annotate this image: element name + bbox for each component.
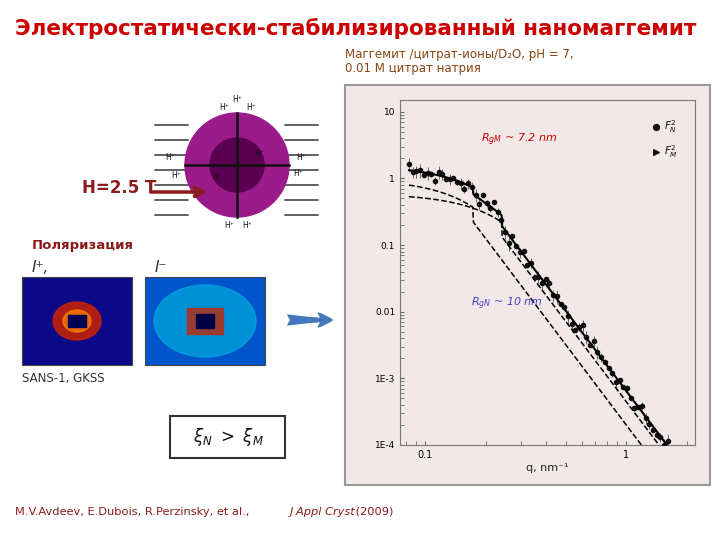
- Text: H=2.5 T: H=2.5 T: [82, 179, 156, 197]
- Bar: [187, 308, 223, 334]
- Text: $R_{gN}$ ~ 10 nm: $R_{gN}$ ~ 10 nm: [472, 296, 544, 312]
- Bar: [196, 314, 214, 328]
- Bar: [345, 85, 710, 485]
- X-axis label: q, nm⁻¹: q, nm⁻¹: [526, 463, 569, 472]
- Text: H⁺: H⁺: [232, 96, 242, 105]
- Text: H⁺: H⁺: [296, 152, 306, 161]
- Text: Электростатически-стабилизированный наномаггемит: Электростатически-стабилизированный нано…: [15, 18, 696, 39]
- Bar: [170, 416, 285, 458]
- Text: Поляризация: Поляризация: [32, 239, 134, 252]
- Text: $R_{gM}$ ~ 7.2 nm: $R_{gM}$ ~ 7.2 nm: [481, 132, 557, 148]
- Text: H⁺: H⁺: [224, 220, 234, 230]
- Text: H⁺: H⁺: [219, 104, 229, 112]
- Text: H⁺: H⁺: [165, 152, 175, 161]
- Bar: [22, 277, 132, 365]
- FancyArrowPatch shape: [150, 187, 203, 197]
- Bar: [68, 315, 86, 327]
- Bar: [145, 277, 265, 365]
- Text: I⁺,: I⁺,: [32, 260, 50, 275]
- Text: $F^2_M$: $F^2_M$: [665, 144, 678, 160]
- Text: 0.01 М цитрат натрия: 0.01 М цитрат натрия: [345, 62, 481, 75]
- Text: H⁺: H⁺: [254, 148, 264, 158]
- Text: H⁺: H⁺: [242, 220, 252, 230]
- Circle shape: [185, 113, 289, 217]
- Circle shape: [210, 138, 264, 192]
- Text: H⁺: H⁺: [171, 171, 181, 179]
- Text: SANS-1, GKSS: SANS-1, GKSS: [22, 372, 104, 385]
- Ellipse shape: [53, 302, 101, 340]
- Ellipse shape: [63, 310, 91, 332]
- Text: H⁺: H⁺: [293, 168, 303, 178]
- Text: H⁺: H⁺: [246, 104, 256, 112]
- Text: J Appl Cryst: J Appl Cryst: [290, 507, 356, 517]
- Text: $F^2_N$: $F^2_N$: [665, 118, 678, 135]
- Point: [649, 147, 661, 156]
- Text: M.V.Avdeev, E.Dubois, R.Perzinsky, et al.,: M.V.Avdeev, E.Dubois, R.Perzinsky, et al…: [15, 507, 253, 517]
- FancyArrowPatch shape: [288, 313, 332, 327]
- Text: $\xi_N\  >\  \xi_M$: $\xi_N\ >\ \xi_M$: [193, 426, 264, 448]
- Text: Маггемит /цитрат-ионы/D₂O, pH = 7,: Маггемит /цитрат-ионы/D₂O, pH = 7,: [345, 48, 574, 61]
- Ellipse shape: [154, 285, 256, 357]
- Text: H⁺: H⁺: [212, 172, 222, 181]
- Text: I⁻: I⁻: [155, 260, 168, 275]
- Text: (2009): (2009): [352, 507, 393, 517]
- Point: [649, 122, 661, 131]
